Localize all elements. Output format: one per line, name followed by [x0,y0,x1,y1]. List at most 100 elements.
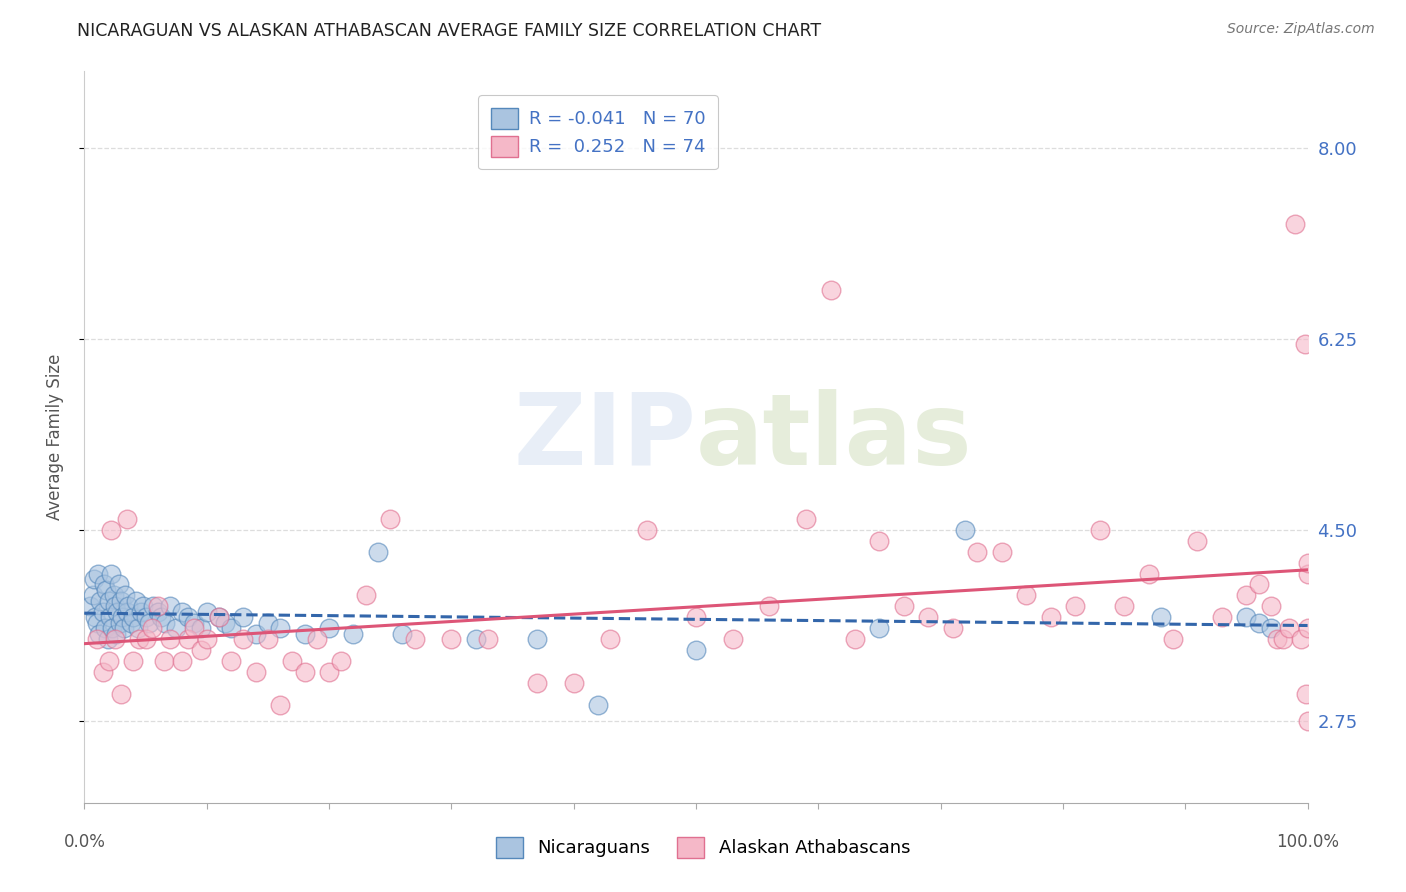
Point [159,632,181,646]
Point [1260,621,1282,635]
Point [97,594,120,608]
Point [172,654,194,668]
Point [83,572,105,586]
Point [195,605,218,619]
Legend: R = -0.041   N = 70, R =  0.252   N = 74: R = -0.041 N = 70, R = 0.252 N = 74 [478,95,718,169]
Point [269,621,291,635]
Point [586,698,609,712]
Point [214,615,236,630]
Point [183,615,205,630]
Point [97,632,120,646]
Point [153,615,176,630]
Point [165,621,187,635]
Point [98,610,121,624]
Point [87,626,110,640]
Point [257,615,280,630]
Point [101,621,124,635]
Point [114,588,136,602]
Point [104,632,127,646]
Point [1187,533,1209,548]
Point [115,605,138,619]
Point [1150,610,1173,624]
Point [257,632,280,646]
Point [1015,588,1038,602]
Point [404,632,426,646]
Point [342,626,364,640]
Point [127,621,149,635]
Point [93,577,115,591]
Point [142,599,165,614]
Point [146,605,169,619]
Point [1265,632,1288,646]
Point [117,599,139,614]
Point [844,632,866,646]
Point [1039,610,1062,624]
Point [1137,566,1160,581]
Point [391,626,413,640]
Point [94,621,117,635]
Point [190,621,212,635]
Point [138,615,160,630]
Point [1236,610,1258,624]
Point [1064,599,1087,614]
Point [112,621,135,635]
Point [869,533,891,548]
Point [953,523,976,537]
Point [294,626,316,640]
Point [1284,217,1306,231]
Point [1161,632,1184,646]
Point [794,512,817,526]
Point [159,599,181,614]
Point [562,675,585,690]
Point [172,605,194,619]
Point [146,599,169,614]
Point [208,610,231,624]
Point [305,632,328,646]
Point [105,605,128,619]
Point [440,632,463,646]
Point [991,545,1014,559]
Point [318,621,340,635]
Point [122,610,145,624]
Text: atlas: atlas [696,389,973,485]
Point [942,621,965,635]
Text: 0.0%: 0.0% [63,833,105,851]
Point [141,621,163,635]
Point [917,610,939,624]
Point [820,283,842,297]
Point [380,512,402,526]
Point [1295,687,1317,701]
Point [219,621,242,635]
Point [177,610,200,624]
Point [91,605,114,619]
Point [464,632,486,646]
Point [721,632,744,646]
Point [758,599,780,614]
Point [190,643,212,657]
Point [966,545,988,559]
Point [97,654,120,668]
Text: 100.0%: 100.0% [1277,833,1339,851]
Point [153,654,176,668]
Point [135,610,157,624]
Point [1247,577,1270,591]
Text: Source: ZipAtlas.com: Source: ZipAtlas.com [1227,22,1375,37]
Point [685,610,707,624]
Point [110,594,132,608]
Point [96,582,118,597]
Point [1296,556,1319,570]
Point [1272,632,1295,646]
Point [893,599,915,614]
Point [177,632,200,646]
Point [79,599,101,614]
Point [1291,632,1313,646]
Point [208,610,231,624]
Point [869,621,891,635]
Point [354,588,377,602]
Point [1236,588,1258,602]
Point [245,626,267,640]
Point [1296,714,1319,728]
Point [685,643,707,657]
Point [105,626,128,640]
Point [526,675,548,690]
